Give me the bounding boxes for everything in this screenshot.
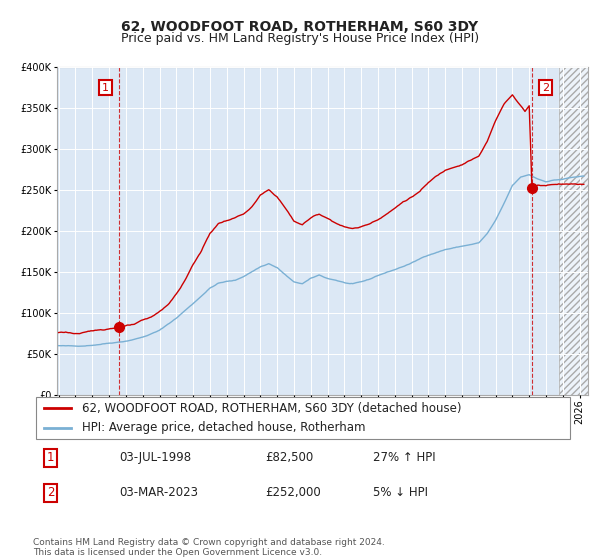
Text: 27% ↑ HPI: 27% ↑ HPI	[373, 451, 436, 464]
Text: 03-MAR-2023: 03-MAR-2023	[119, 486, 199, 500]
Bar	[559, 67, 596, 395]
Text: Contains HM Land Registry data © Crown copyright and database right 2024.
This d: Contains HM Land Registry data © Crown c…	[33, 538, 385, 557]
Text: £82,500: £82,500	[265, 451, 313, 464]
Text: 1: 1	[47, 451, 55, 464]
Text: 1: 1	[102, 83, 109, 92]
Text: 62, WOODFOOT ROAD, ROTHERHAM, S60 3DY: 62, WOODFOOT ROAD, ROTHERHAM, S60 3DY	[121, 20, 479, 34]
Text: 03-JUL-1998: 03-JUL-1998	[119, 451, 191, 464]
Text: £252,000: £252,000	[265, 486, 321, 500]
Text: 2: 2	[47, 486, 55, 500]
Text: 5% ↓ HPI: 5% ↓ HPI	[373, 486, 428, 500]
Text: 62, WOODFOOT ROAD, ROTHERHAM, S60 3DY (detached house): 62, WOODFOOT ROAD, ROTHERHAM, S60 3DY (d…	[82, 402, 461, 414]
FancyBboxPatch shape	[36, 398, 570, 438]
Text: HPI: Average price, detached house, Rotherham: HPI: Average price, detached house, Roth…	[82, 422, 365, 435]
Text: 2: 2	[542, 83, 549, 92]
Bar	[559, 67, 596, 395]
Text: Price paid vs. HM Land Registry's House Price Index (HPI): Price paid vs. HM Land Registry's House …	[121, 32, 479, 45]
